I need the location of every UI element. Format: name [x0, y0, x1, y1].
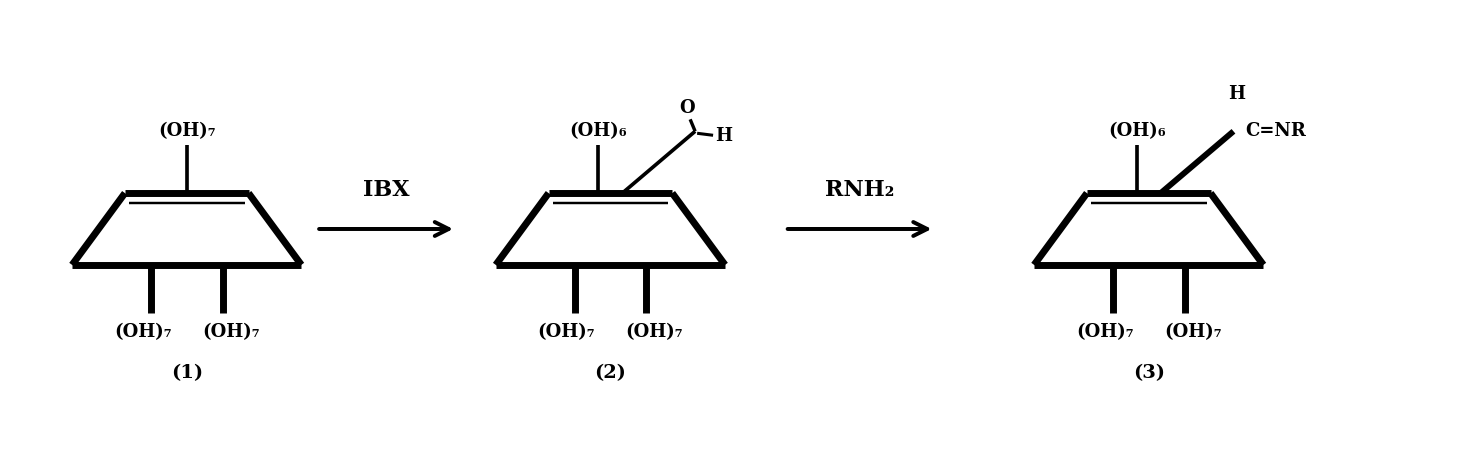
- Text: (OH)₇: (OH)₇: [158, 122, 216, 140]
- Text: H: H: [715, 127, 732, 145]
- Text: (3): (3): [1133, 365, 1164, 383]
- Text: O: O: [680, 99, 695, 117]
- Text: (OH)₇: (OH)₇: [1077, 323, 1133, 341]
- Text: RNH₂: RNH₂: [825, 179, 895, 201]
- Text: (OH)₆: (OH)₆: [1108, 122, 1166, 140]
- Text: (OH)₇: (OH)₇: [538, 323, 595, 341]
- Text: (1): (1): [170, 365, 203, 383]
- Text: (OH)₆: (OH)₆: [570, 122, 628, 140]
- Text: (OH)₇: (OH)₇: [625, 323, 683, 341]
- Text: IBX: IBX: [363, 179, 409, 201]
- Text: (2): (2): [594, 365, 626, 383]
- Text: C=NR: C=NR: [1246, 122, 1306, 140]
- Text: (OH)₇: (OH)₇: [201, 323, 259, 341]
- Text: (OH)₇: (OH)₇: [114, 323, 172, 341]
- Text: H: H: [1228, 85, 1246, 103]
- Text: (OH)₇: (OH)₇: [1164, 323, 1222, 341]
